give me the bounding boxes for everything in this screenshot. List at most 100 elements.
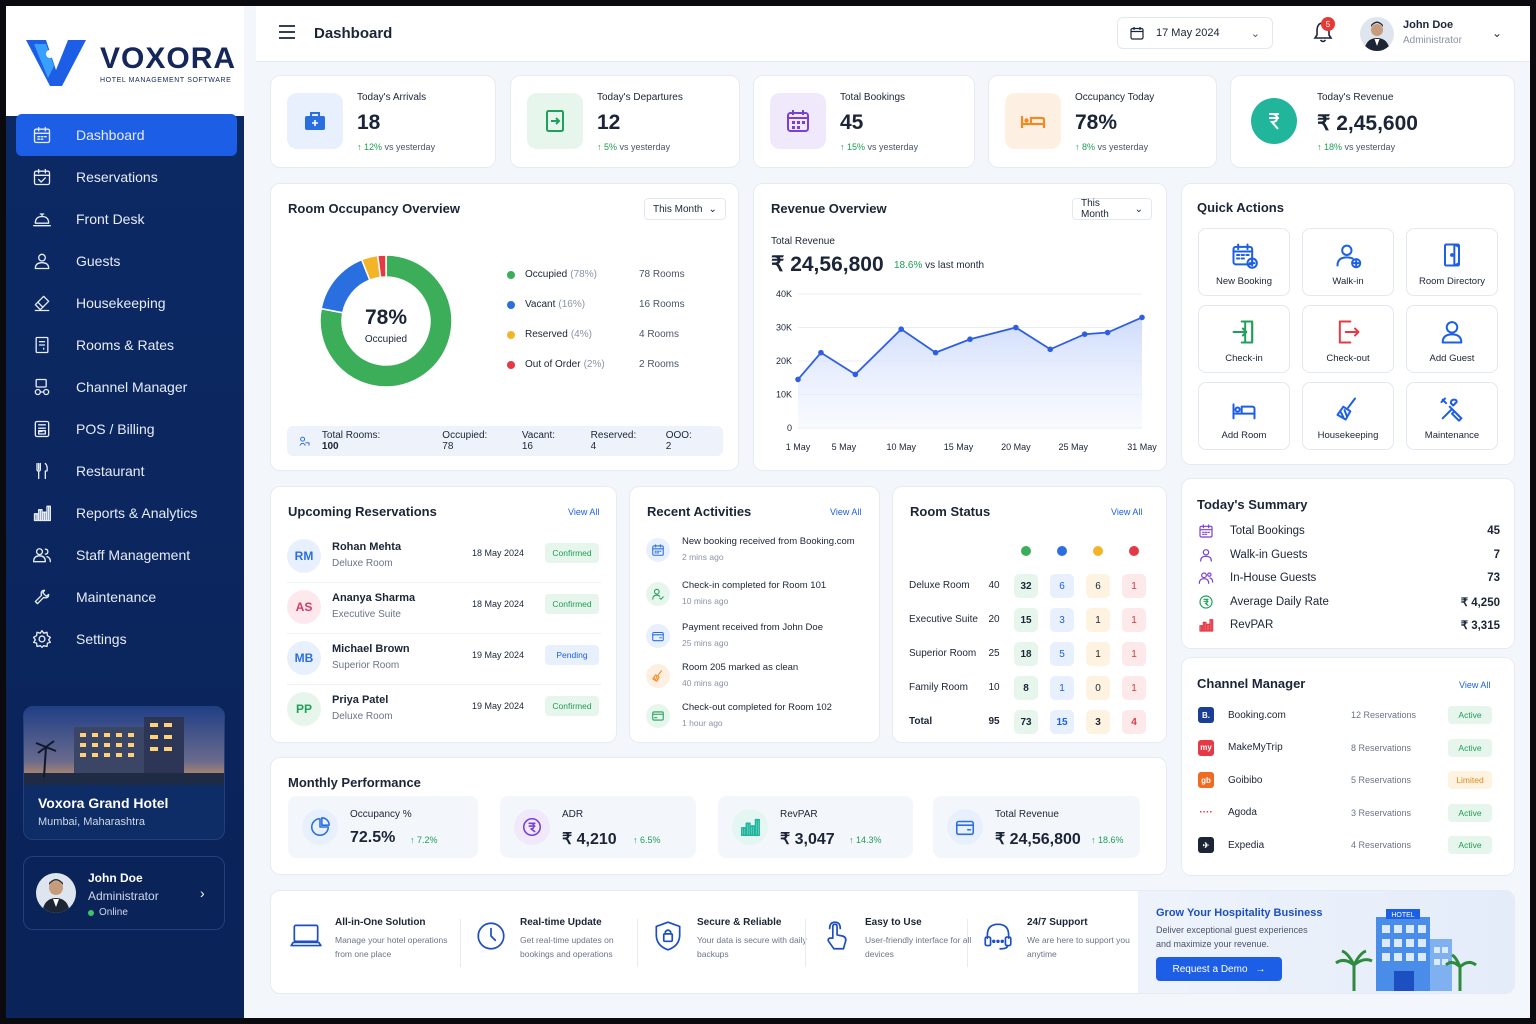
up-arrow-icon: ↑ bbox=[1091, 835, 1099, 845]
sidebar-user-card[interactable]: John Doe Administrator Online › bbox=[23, 856, 225, 930]
summary-value: 73 bbox=[1487, 572, 1500, 584]
user-icon bbox=[1200, 548, 1212, 562]
sidebar-item-front-desk[interactable]: Front Desk bbox=[6, 198, 244, 240]
brand-name: VOXORA bbox=[100, 42, 237, 75]
add-guest-button[interactable]: Add Guest bbox=[1406, 305, 1498, 373]
sidebar-item-settings[interactable]: Settings bbox=[6, 618, 244, 660]
gear-icon bbox=[33, 630, 51, 648]
maintenance-button[interactable]: Maintenance bbox=[1406, 382, 1498, 450]
revenue-overview-card: Revenue Overview This Month ⌄ Total Reven… bbox=[753, 183, 1167, 471]
view-all-link[interactable]: View All bbox=[1459, 680, 1491, 690]
channel-logo-icon: my bbox=[1198, 739, 1214, 756]
sidebar-item-channel-manager[interactable]: Channel Manager bbox=[6, 366, 244, 408]
channel-row[interactable]: ···· Agoda 3 Reservations Active bbox=[1198, 803, 1492, 823]
reservation-row[interactable]: PP Priya Patel Deluxe Room 19 May 2024 Confi… bbox=[287, 686, 601, 736]
view-all-link[interactable]: View All bbox=[568, 507, 600, 517]
walk-in-button[interactable]: Walk-in bbox=[1302, 228, 1394, 296]
status-count-cell: 1 bbox=[1086, 642, 1110, 666]
sidebar-item-rooms-rates[interactable]: Rooms & Rates bbox=[6, 324, 244, 366]
topbar: Dashboard 17 May 2024 ⌄ 5 John Doe Admin… bbox=[256, 6, 1530, 62]
total-revenue-value: ₹ 24,56,800 bbox=[771, 253, 884, 276]
performance-tile: Total Revenue ₹ 24,56,800 ↑ 18.6% bbox=[933, 796, 1140, 858]
y-tick-label: 30K bbox=[776, 323, 792, 333]
performance-tile: Occupancy % 72.5% ↑ 7.2% bbox=[288, 796, 478, 858]
button-label: Add Guest bbox=[1429, 353, 1475, 364]
top-user-role: Administrator bbox=[1403, 35, 1462, 46]
data-point bbox=[818, 349, 824, 356]
performance-delta: ↑ 18.6% bbox=[1091, 835, 1124, 845]
sidebar-item-reports-analytics[interactable]: Reports & Analytics bbox=[6, 492, 244, 534]
clock-icon bbox=[477, 922, 505, 950]
occupancy-period-dropdown[interactable]: This Month ⌄ bbox=[644, 198, 726, 220]
sidebar-item-pos-billing[interactable]: POS / Billing bbox=[6, 408, 244, 450]
y-tick-label: 40K bbox=[776, 289, 792, 299]
view-all-link[interactable]: View All bbox=[830, 507, 862, 517]
sidebar-item-reservations[interactable]: Reservations bbox=[6, 156, 244, 198]
data-point bbox=[1047, 346, 1054, 353]
feature-title: 24/7 Support bbox=[1027, 917, 1088, 928]
reservation-date: 19 May 2024 bbox=[472, 701, 525, 711]
summary-label: In-House Guests bbox=[1230, 572, 1317, 584]
date-picker[interactable]: 17 May 2024 ⌄ bbox=[1117, 17, 1273, 49]
chevron-right-icon[interactable]: › bbox=[200, 885, 205, 901]
dropdown-value: This Month bbox=[653, 203, 703, 215]
occupancy-donut bbox=[319, 254, 453, 388]
room-directory-button[interactable]: Room Directory bbox=[1406, 228, 1498, 296]
channel-row[interactable]: B. Booking.com 12 Reservations Active bbox=[1198, 705, 1492, 725]
divider bbox=[805, 919, 806, 967]
donut-center-label: Occupied bbox=[364, 334, 408, 345]
data-point bbox=[1139, 314, 1145, 321]
sidebar-item-dashboard[interactable]: Dashboard bbox=[16, 114, 237, 156]
activity-time: 1 hour ago bbox=[682, 718, 723, 728]
view-all-link[interactable]: View All bbox=[1111, 507, 1143, 517]
recent-activities-card: Recent Activities View All New booking r… bbox=[629, 486, 880, 743]
check-in-icon bbox=[1232, 320, 1254, 344]
divider bbox=[460, 919, 461, 967]
revenue-period-dropdown[interactable]: This Month ⌄ bbox=[1072, 198, 1152, 220]
room-type-label: Executive Suite bbox=[909, 614, 978, 625]
channel-row[interactable]: gb Goibibo 5 Reservations Limited bbox=[1198, 770, 1492, 790]
hamburger-menu-icon[interactable] bbox=[278, 25, 296, 39]
reservation-row[interactable]: RM Rohan Mehta Deluxe Room 18 May 2024 Confi… bbox=[287, 533, 601, 583]
delta-value: 12% bbox=[364, 142, 383, 152]
x-tick-label: 5 May bbox=[832, 442, 857, 452]
delta-value: 14.3% bbox=[856, 835, 882, 845]
sidebar-item-label: Maintenance bbox=[76, 589, 157, 605]
sidebar-item-staff-management[interactable]: Staff Management bbox=[6, 534, 244, 576]
wallet-icon bbox=[652, 631, 664, 642]
performance-delta: ↑ 7.2% bbox=[410, 835, 438, 845]
performance-value: ₹ 3,047 bbox=[780, 831, 835, 848]
data-point bbox=[795, 376, 801, 383]
card-title: Channel Manager bbox=[1197, 676, 1306, 691]
reservation-row[interactable]: AS Ananya Sharma Executive Suite 18 May 202… bbox=[287, 584, 601, 634]
status-count-cell: 32 bbox=[1014, 574, 1038, 598]
hotel-card[interactable]: Voxora Grand Hotel Mumbai, Maharashtra bbox=[23, 706, 225, 840]
performance-label: ADR bbox=[562, 809, 584, 820]
sidebar-item-guests[interactable]: Guests bbox=[6, 240, 244, 282]
reservation-date: 18 May 2024 bbox=[472, 548, 525, 558]
bar-chart-icon bbox=[1199, 619, 1214, 632]
wallet-icon bbox=[955, 820, 975, 836]
housekeeping-button[interactable]: Housekeeping bbox=[1302, 382, 1394, 450]
sidebar-item-label: Channel Manager bbox=[76, 379, 188, 395]
avatar[interactable] bbox=[1360, 17, 1394, 51]
channel-logo-icon: B. bbox=[1198, 707, 1214, 723]
reservation-row[interactable]: MB Michael Brown Superior Room 19 May 2024 P… bbox=[287, 635, 601, 685]
activity-time: 2 mins ago bbox=[682, 552, 724, 562]
sidebar-item-maintenance[interactable]: Maintenance bbox=[6, 576, 244, 618]
new-booking-button[interactable]: New Booking bbox=[1198, 228, 1290, 296]
dropdown-value: This Month bbox=[1081, 198, 1109, 220]
sidebar-item-housekeeping[interactable]: Housekeeping bbox=[6, 282, 244, 324]
room-type-label: Total bbox=[909, 716, 933, 727]
channel-row[interactable]: my MakeMyTrip 8 Reservations Active bbox=[1198, 738, 1492, 758]
chevron-down-icon[interactable]: ⌄ bbox=[1492, 26, 1503, 40]
channel-row[interactable]: ✈ Expedia 4 Reservations Active bbox=[1198, 835, 1492, 855]
button-label: Add Room bbox=[1221, 430, 1267, 441]
legend-label: Vacant bbox=[525, 299, 556, 310]
request-demo-button[interactable]: Request a Demo → bbox=[1156, 957, 1282, 981]
check-in-button[interactable]: Check-in bbox=[1198, 305, 1290, 373]
sidebar-item-restaurant[interactable]: Restaurant bbox=[6, 450, 244, 492]
check-out-button[interactable]: Check-out bbox=[1302, 305, 1394, 373]
add-room-button[interactable]: Add Room bbox=[1198, 382, 1290, 450]
channel-logo-icon: gb bbox=[1198, 772, 1214, 788]
